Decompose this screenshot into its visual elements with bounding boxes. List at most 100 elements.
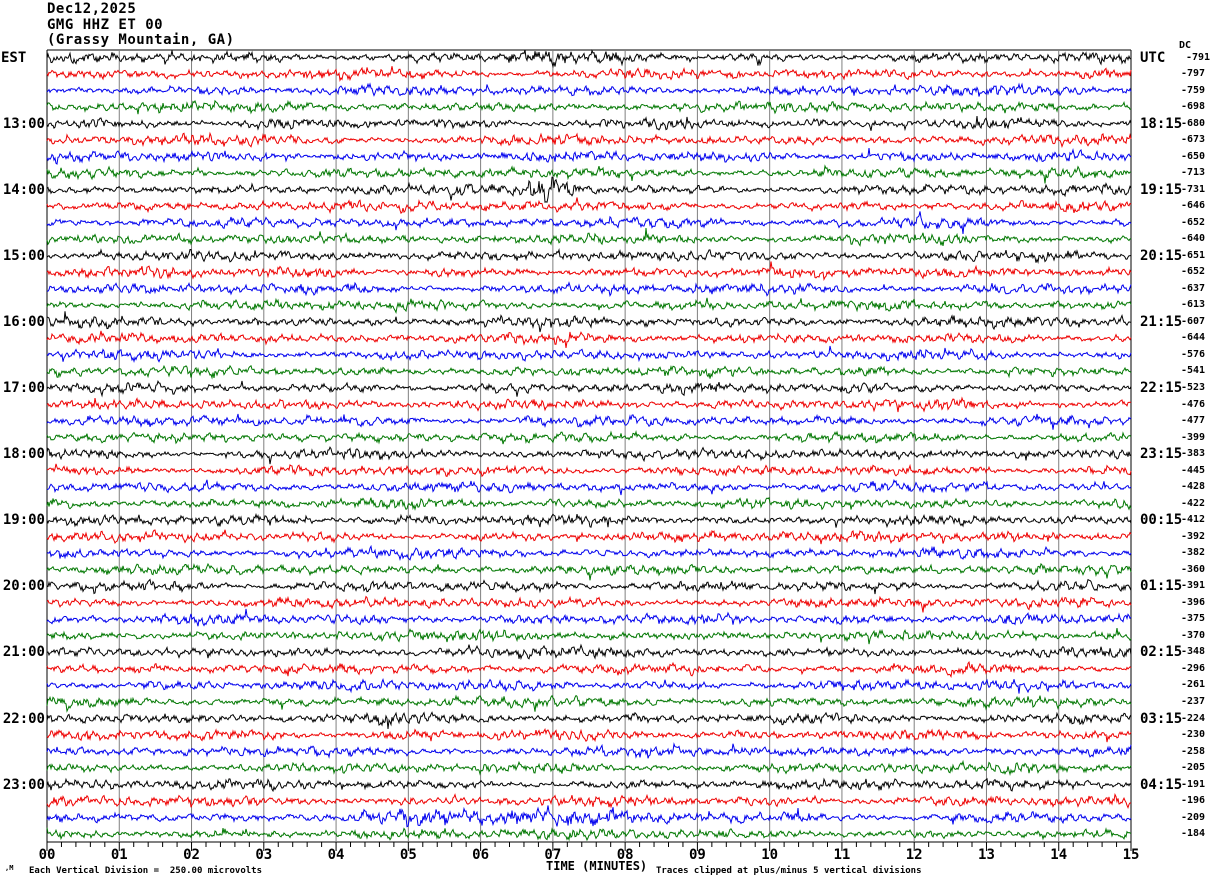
- est-time-label: 23:00: [2, 776, 45, 793]
- record-date: Dec12,2025: [47, 1, 137, 17]
- seismogram-trace-row-15: [46, 297, 1132, 314]
- seismogram-trace-row-41: [46, 727, 1132, 743]
- seismogram-trace-row-47: [46, 827, 1132, 842]
- dc-offset-value: -383: [1181, 448, 1206, 460]
- x-axis-tick-label: 06: [472, 847, 490, 863]
- seismogram-trace-row-29: [46, 529, 1132, 545]
- dc-offset-value: -713: [1181, 167, 1206, 179]
- dc-offset-value: -791: [1186, 51, 1210, 63]
- seismogram-trace-row-44: [46, 777, 1132, 793]
- x-axis-tick-label: 07: [544, 847, 562, 863]
- seismogram-trace-row-1: [46, 66, 1132, 82]
- dc-offset-value: -224: [1181, 712, 1206, 724]
- seismogram-trace-row-34: [46, 608, 1132, 627]
- seismogram-trace-row-38: [46, 677, 1132, 694]
- x-axis-tick-label: 04: [327, 847, 345, 863]
- dc-offset-value: -348: [1181, 646, 1206, 658]
- dc-offset-value: -640: [1181, 233, 1206, 245]
- dc-offset-value: -412: [1181, 514, 1206, 526]
- dc-offset-value: -396: [1181, 596, 1206, 608]
- seismogram-trace-row-36: [46, 643, 1132, 661]
- utc-axis-header: UTC: [1140, 49, 1166, 66]
- x-axis-tick-label: 13: [978, 847, 995, 863]
- utc-time-label: 00:15: [1140, 512, 1183, 529]
- seismogram-trace-row-33: [46, 595, 1132, 613]
- seismogram-trace-row-7: [46, 164, 1132, 184]
- seismogram-trace-row-10: [46, 211, 1132, 235]
- seismogram-trace-row-45: [46, 793, 1132, 810]
- est-axis-header: EST: [1, 49, 27, 66]
- dc-offset-value: -360: [1181, 563, 1206, 575]
- dc-offset-value: -205: [1181, 762, 1206, 773]
- est-time-label: 21:00: [2, 644, 45, 661]
- est-time-label: 18:00: [2, 446, 45, 463]
- dc-offset-value: -370: [1181, 629, 1206, 641]
- utc-time-label: 04:15: [1140, 776, 1183, 793]
- clip-note: Traces clipped at plus/minus 5 vertical …: [656, 866, 922, 876]
- seismogram-trace-row-35: [46, 628, 1132, 645]
- seismogram-trace-row-28: [46, 512, 1132, 529]
- seismogram-trace-row-14: [46, 281, 1132, 298]
- est-time-label: 19:00: [2, 512, 45, 529]
- station-code: GMG HHZ ET 00: [47, 17, 164, 33]
- dc-offset-value: -296: [1181, 662, 1206, 674]
- dc-offset-value: -541: [1181, 365, 1206, 377]
- est-time-label: 15:00: [2, 247, 45, 264]
- dc-offset-value: -650: [1181, 150, 1206, 162]
- dc-offset-value: -445: [1181, 464, 1206, 476]
- x-axis-tick-label: 14: [1050, 847, 1068, 863]
- utc-time-label: 23:15: [1140, 446, 1183, 463]
- dc-offset-value: -382: [1181, 547, 1206, 559]
- seismogram-trace-row-24: [46, 446, 1132, 465]
- station-location: (Grassy Mountain, GA): [47, 32, 235, 48]
- dc-offset-value: -476: [1181, 398, 1206, 410]
- dc-offset-value: -797: [1181, 68, 1206, 79]
- x-axis-tick-label: 10: [761, 847, 779, 863]
- seismogram-trace-row-32: [46, 578, 1132, 595]
- seismogram-trace-row-12: [46, 248, 1132, 265]
- dc-offset-value: -607: [1181, 315, 1206, 327]
- dc-offset-value: -258: [1181, 745, 1206, 757]
- seismogram-trace-row-37: [46, 661, 1132, 678]
- utc-time-label: 20:15: [1140, 247, 1183, 264]
- seismogram-trace-row-8: [46, 176, 1132, 203]
- est-time-label: 20:00: [2, 578, 45, 595]
- x-axis-tick-label: 02: [183, 847, 200, 863]
- dc-offset-value: -759: [1181, 84, 1206, 96]
- dc-offset-value: -673: [1181, 134, 1206, 146]
- seismogram-trace-row-39: [46, 694, 1132, 713]
- dc-offset-value: -731: [1181, 183, 1206, 195]
- seismogram-trace-row-11: [46, 227, 1132, 247]
- seismogram-trace-row-26: [46, 478, 1132, 496]
- dc-offset-value: -375: [1181, 613, 1206, 625]
- dc-offset-value: -230: [1181, 729, 1206, 740]
- x-axis-title: TIME (MINUTES): [546, 859, 648, 873]
- dc-offset-value: -652: [1181, 216, 1206, 228]
- seismogram-trace-row-19: [46, 364, 1132, 380]
- x-axis-tick-label: 15: [1122, 847, 1140, 863]
- seismogram-trace-row-18: [46, 345, 1132, 363]
- seismogram-trace-row-2: [46, 82, 1132, 97]
- dc-offset-value: -191: [1181, 778, 1206, 790]
- utc-time-label: 03:15: [1140, 710, 1183, 727]
- dc-column-header: DC: [1179, 40, 1192, 51]
- seismogram-trace-row-4: [46, 115, 1132, 132]
- dc-offset-value: -261: [1181, 679, 1206, 691]
- utc-time-label: 01:15: [1140, 578, 1183, 595]
- dc-offset-value: -209: [1181, 811, 1206, 823]
- x-axis-tick-label: 05: [399, 847, 417, 863]
- scale-note: Each Vertical Division = 250.00 microvol…: [29, 866, 262, 876]
- dc-offset-value: -184: [1181, 828, 1206, 840]
- est-time-label: 14:00: [2, 181, 45, 198]
- dc-offset-value: -680: [1181, 117, 1206, 129]
- dc-offset-value: -196: [1181, 795, 1206, 807]
- x-axis-tick-label: 12: [905, 847, 923, 863]
- seismogram-trace-row-17: [46, 330, 1132, 348]
- seismogram-trace-row-5: [46, 131, 1132, 148]
- seismogram-trace-row-23: [46, 430, 1132, 445]
- seismogram-trace-row-13: [46, 261, 1132, 281]
- dc-offset-value: -391: [1181, 580, 1206, 592]
- seismogram-trace-row-42: [46, 742, 1132, 759]
- dc-offset-value: -523: [1181, 382, 1206, 393]
